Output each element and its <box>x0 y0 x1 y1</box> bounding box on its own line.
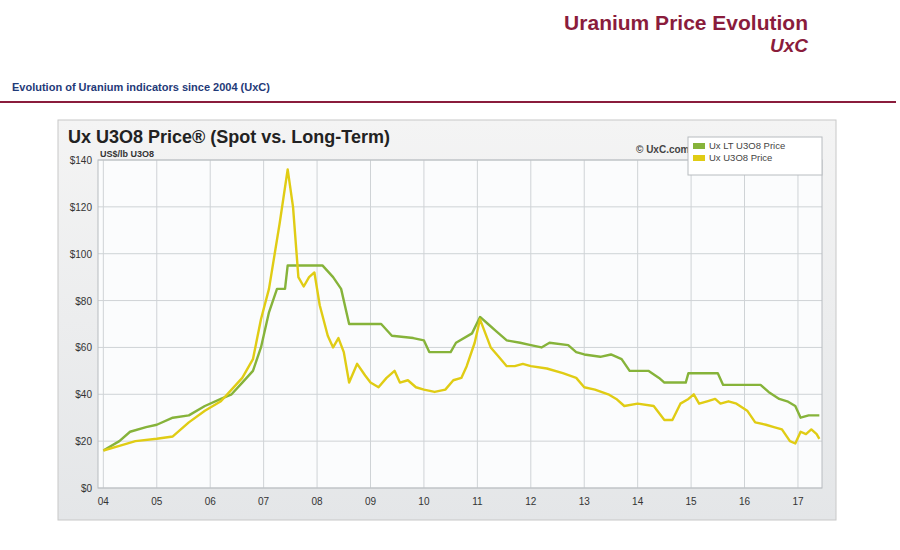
page: Uranium Price EvolutionUxC Evolution of U… <box>0 0 900 550</box>
page-title: Uranium Price Evolution <box>564 11 808 34</box>
y-grid-line <box>98 300 822 301</box>
series-group <box>103 169 819 450</box>
page-source: UxC <box>770 35 808 56</box>
legend-label: Ux U3O8 Price <box>709 152 772 163</box>
x-tick-label: 15 <box>686 496 698 507</box>
y-grid-line <box>98 253 822 254</box>
y-tick-label: $100 <box>70 249 93 260</box>
x-tick-label: 07 <box>258 496 270 507</box>
x-grid-line <box>263 160 264 488</box>
y-tick-label: $0 <box>81 483 93 494</box>
legend-swatch <box>693 143 705 149</box>
x-grid-line <box>744 160 745 488</box>
y-tick-label: $120 <box>70 202 93 213</box>
y-grid-line <box>98 394 822 395</box>
y-tick-label: $60 <box>75 342 92 353</box>
x-tick-label: 12 <box>525 496 537 507</box>
caption: Evolution of Uranium indicators since 20… <box>12 81 270 93</box>
chart-title: Ux U3O8 Price® (Spot vs. Long-Term) <box>68 127 390 147</box>
y-grid-line <box>98 441 822 442</box>
x-tick-label: 09 <box>365 496 377 507</box>
x-grid-line <box>103 160 104 488</box>
annotation: © UxC.com <box>636 144 690 155</box>
x-grid-line <box>210 160 211 488</box>
header-rule <box>0 101 896 103</box>
y-tick-label: $20 <box>75 436 92 447</box>
x-grid-line <box>637 160 638 488</box>
x-tick-label: 06 <box>205 496 217 507</box>
series-line <box>103 265 819 450</box>
x-grid-line <box>584 160 585 488</box>
y-tick-label: $80 <box>75 296 92 307</box>
y-tick-label: $140 <box>70 155 93 166</box>
legend-swatch <box>693 155 705 161</box>
legend: Ux LT U3O8 PriceUx U3O8 Price <box>688 137 822 175</box>
chart-box <box>58 120 836 520</box>
x-tick-label: 13 <box>579 496 591 507</box>
y-axis-label: US$/lb U3O8 <box>100 149 154 159</box>
x-grid-line <box>530 160 531 488</box>
plot-area <box>98 160 822 488</box>
x-grid-line <box>423 160 424 488</box>
x-grid-line <box>691 160 692 488</box>
x-tick-label: 17 <box>792 496 804 507</box>
legend-label: Ux LT U3O8 Price <box>709 140 785 151</box>
x-tick-label: 08 <box>312 496 324 507</box>
x-grid-line <box>317 160 318 488</box>
series-line <box>103 169 819 450</box>
y-tick-label: $40 <box>75 389 92 400</box>
y-grid-line <box>98 347 822 348</box>
x-tick-label: 05 <box>151 496 163 507</box>
x-tick-label: 11 <box>472 496 483 507</box>
plot-frame <box>98 160 822 488</box>
legend-box <box>688 137 822 175</box>
x-tick-label: 14 <box>632 496 644 507</box>
x-tick-label: 16 <box>739 496 751 507</box>
x-tick-label: 04 <box>98 496 110 507</box>
x-tick-label: 10 <box>418 496 430 507</box>
grid <box>98 160 822 488</box>
y-grid-line <box>98 206 822 207</box>
